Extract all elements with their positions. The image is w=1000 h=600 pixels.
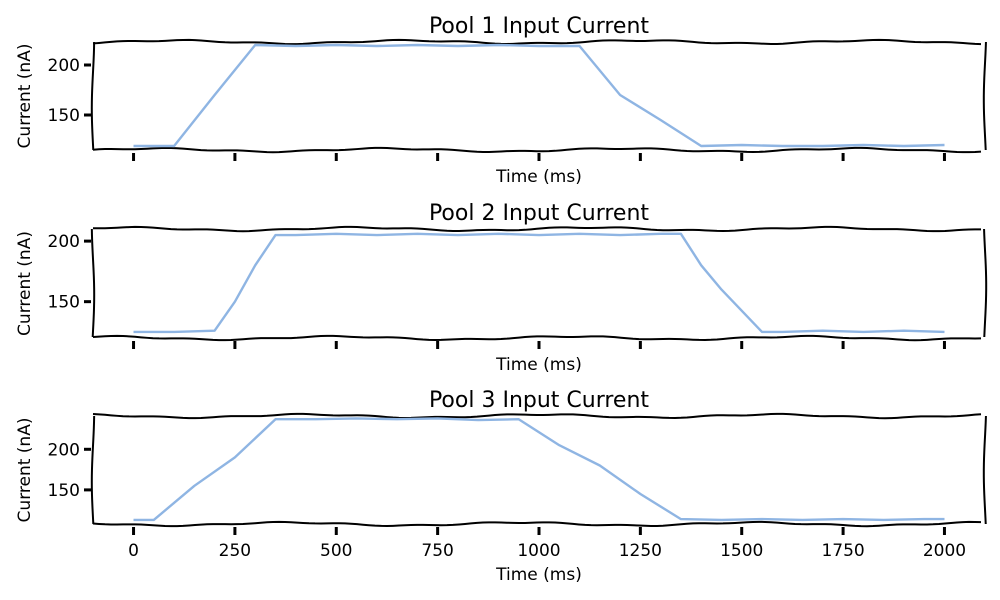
chart-panel-2: Pool 2 Input Current Current (nA) 150 200 Ti… [15,201,988,375]
series-line-1 [133,232,945,334]
x-tick-label: 1250 [619,541,662,561]
x-tick-label: 0 [128,541,139,561]
chart-panel-1: Pool 1 Input Current Current (nA) 150 200 Ti… [15,14,987,187]
y-tick-label: 200 [48,232,80,252]
series-line-1 [133,43,945,148]
x-tick-label: 500 [320,541,352,561]
y-axis-label: Current (nA) [15,418,35,523]
frame-top [92,225,981,233]
frame-bottom [92,146,982,154]
series-line-1 [133,417,945,522]
frame-left [90,415,96,525]
frame-right [982,415,987,525]
x-tick-label: 1750 [821,541,864,561]
x-tick-label: 750 [421,541,453,561]
frame-top [92,412,982,420]
x-tick-label: 2000 [923,541,966,561]
x-tick-label: 1500 [720,541,763,561]
chart-title: Pool 3 Input Current [429,388,649,413]
x-tick-label: 1000 [517,541,560,561]
x-axis-label: Time (ms) [495,355,582,375]
y-tick-label: 200 [48,440,80,460]
y-axis-label: Current (nA) [15,231,35,336]
y-axis-label: Current (nA) [15,44,35,149]
x-axis-label: Time (ms) [495,565,582,585]
y-tick-label: 150 [48,293,80,313]
frame-right [982,41,987,151]
frame-bottom [92,520,982,528]
frame-left [90,228,96,338]
frame-left [90,41,96,151]
y-tick-label: 150 [48,106,80,126]
y-tick-label: 200 [48,56,80,76]
chart-title: Pool 1 Input Current [429,14,649,39]
frame-right [983,228,988,338]
frame-bottom [92,334,982,342]
y-tick-label: 150 [48,481,80,501]
x-tick-label: 250 [219,541,251,561]
chart-title: Pool 2 Input Current [429,201,649,226]
x-axis-label: Time (ms) [495,167,582,187]
frame-top [92,38,982,46]
